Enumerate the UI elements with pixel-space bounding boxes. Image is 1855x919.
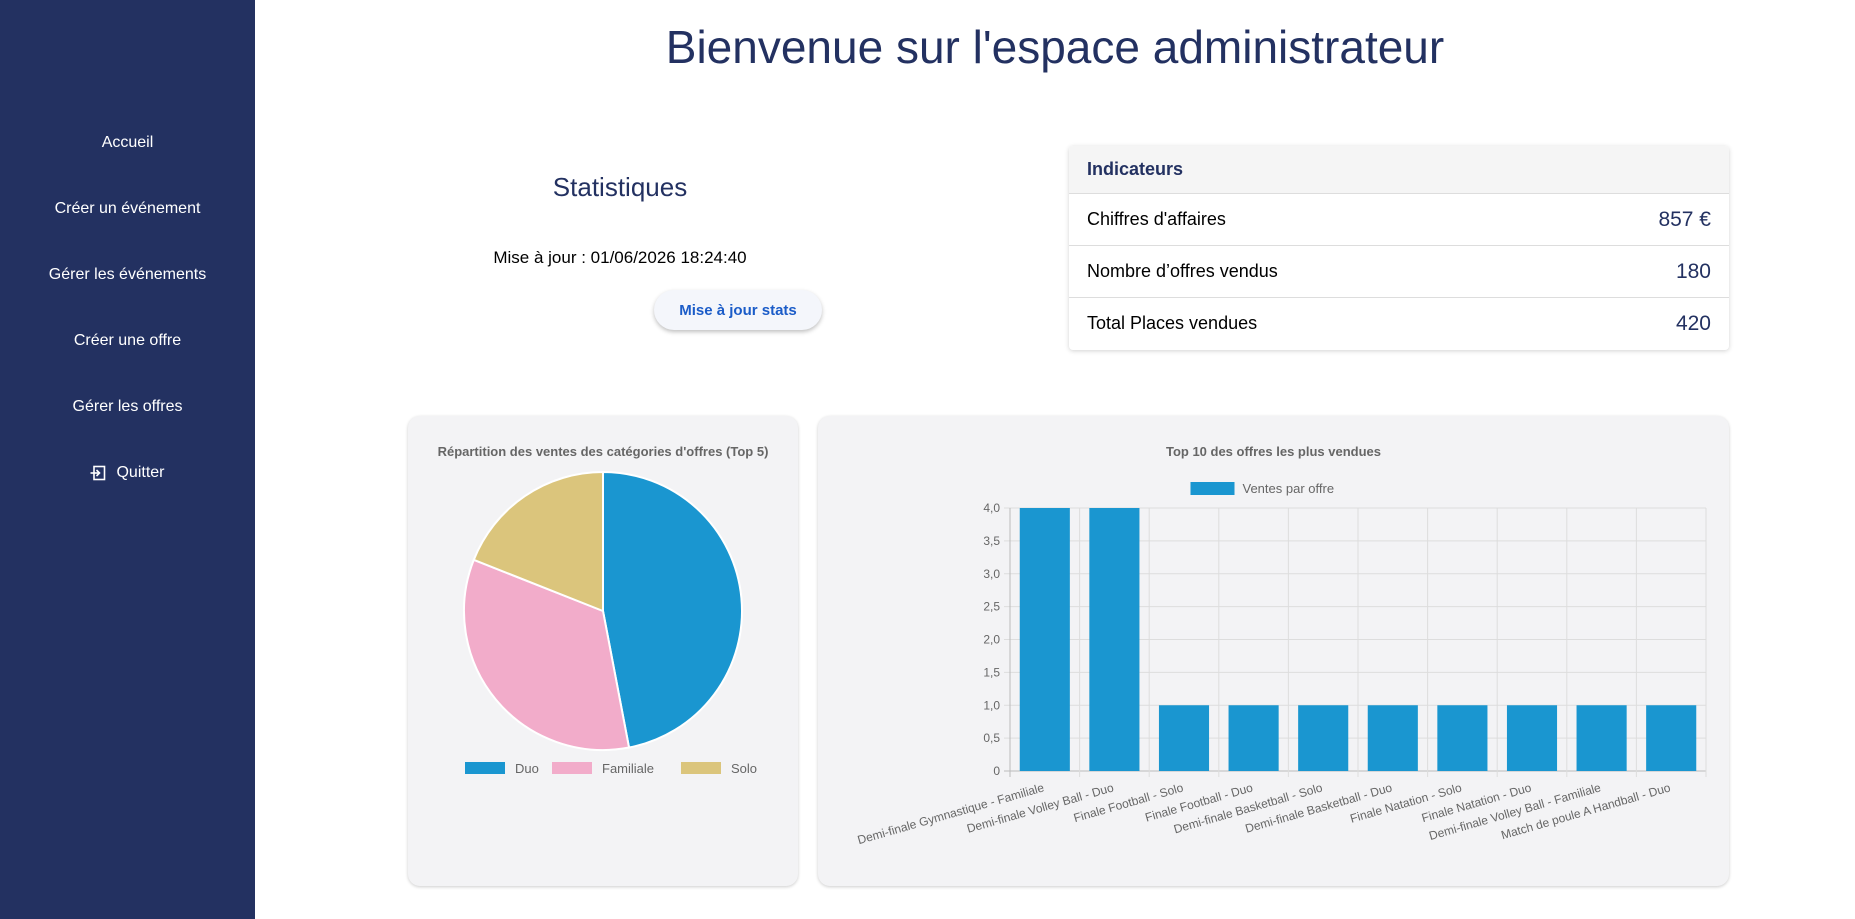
indicator-value: 420 xyxy=(1675,311,1711,335)
pie-legend-label-duo: Duo xyxy=(515,761,539,776)
sidebar-item-label: Gérer les événements xyxy=(48,266,207,283)
sidebar-item-creer-evenement[interactable]: Créer un événement xyxy=(0,176,255,242)
y-tick-label: 4,0 xyxy=(983,501,1000,515)
pie-legend-swatch-duo xyxy=(465,762,505,774)
bar-5 xyxy=(1298,705,1349,771)
indicator-label: Chiffres d'affaires xyxy=(1087,209,1226,229)
y-tick-label: 3,5 xyxy=(983,534,1000,548)
sidebar-nav: Accueil Créer un événement Gérer les évé… xyxy=(0,110,255,506)
update-stats-button[interactable]: Mise à jour stats xyxy=(654,290,822,330)
indicator-label: Nombre d’offres vendus xyxy=(1087,261,1278,281)
y-tick-label: 2,0 xyxy=(983,633,1000,647)
y-tick-label: 1,5 xyxy=(983,665,1000,679)
stats-title: Statistiques xyxy=(552,172,688,202)
pie-slice-solo xyxy=(472,470,604,613)
bar-6 xyxy=(1367,705,1418,771)
y-tick-label: 3,0 xyxy=(983,567,1000,581)
bar-2 xyxy=(1089,508,1140,771)
bar-9 xyxy=(1576,705,1627,771)
pie-legend-label-solo: Solo xyxy=(731,761,757,776)
pie-chart-title: Répartition des ventes des catégories d'… xyxy=(438,444,769,459)
bar-10 xyxy=(1646,705,1697,771)
bar-chart-card: Top 10 des offres les plus vendues Ventes… xyxy=(818,416,1729,886)
sidebar-item-label: Gérer les offres xyxy=(72,398,183,415)
bar-7 xyxy=(1437,705,1488,771)
sidebar-item-label: Accueil xyxy=(101,134,154,151)
indicator-row-offers-sold: Nombre d’offres vendus 180 xyxy=(1069,245,1729,297)
sidebar-item-gerer-offres[interactable]: Gérer les offres xyxy=(0,374,255,440)
indicator-row-revenue: Chiffres d'affaires 857 € xyxy=(1069,193,1729,245)
pie-legend-swatch-solo xyxy=(681,762,721,774)
pie-legend-swatch-familiale xyxy=(552,762,592,774)
logout-icon xyxy=(90,465,106,481)
last-update-text: Mise à jour : 01/06/2026 18:24:40 xyxy=(493,248,747,267)
sidebar-item-quitter[interactable]: Quitter xyxy=(0,440,255,506)
pie-chart: Répartition des ventes des catégories d'… xyxy=(438,444,769,776)
pie-slice-familiale xyxy=(463,558,631,751)
sidebar-item-label: Créer un événement xyxy=(54,200,201,217)
indicator-label: Total Places vendues xyxy=(1087,313,1258,333)
sidebar-item-label: Quitter xyxy=(116,464,165,481)
pie-slice-duo xyxy=(602,470,743,749)
bar-1 xyxy=(1019,508,1070,771)
sidebar-item-label: Créer une offre xyxy=(73,332,182,349)
y-tick-label: 2,5 xyxy=(983,600,1000,614)
bar-4 xyxy=(1228,705,1279,771)
y-tick-label: 1,0 xyxy=(983,698,1000,712)
indicators-title: Indicateurs xyxy=(1069,146,1729,193)
bar-legend-label: Ventes par offre xyxy=(1243,481,1335,496)
page-title: Bienvenue sur l'espace administrateur xyxy=(665,21,1445,73)
y-tick-label: 0 xyxy=(993,764,1000,778)
bar-legend-swatch xyxy=(1190,482,1235,495)
sidebar-item-creer-offre[interactable]: Créer une offre xyxy=(0,308,255,374)
main-content: Bienvenue sur l'espace administrateur xyxy=(255,0,1855,919)
bar-chart-title: Top 10 des offres les plus vendues xyxy=(1166,444,1381,459)
bar-chart: Top 10 des offres les plus vendues Ventes… xyxy=(856,444,1707,847)
bar-8 xyxy=(1506,705,1558,771)
sidebar-item-accueil[interactable]: Accueil xyxy=(0,110,255,176)
indicator-value: 857 € xyxy=(1658,207,1711,231)
indicator-row-seats-sold: Total Places vendues 420 xyxy=(1069,297,1729,349)
indicators-card: Indicateurs Chiffres d'affaires 857 € No… xyxy=(1069,146,1729,350)
pie-chart-card: Répartition des ventes des catégories d'… xyxy=(408,416,798,886)
indicator-value: 180 xyxy=(1675,259,1711,283)
sidebar-item-gerer-evenements[interactable]: Gérer les événements xyxy=(0,242,255,308)
pie-legend-label-familiale: Familiale xyxy=(602,761,654,776)
bar-3 xyxy=(1158,705,1210,771)
sidebar: Accueil Créer un événement Gérer les évé… xyxy=(0,0,255,919)
y-tick-label: 0,5 xyxy=(983,731,1000,745)
